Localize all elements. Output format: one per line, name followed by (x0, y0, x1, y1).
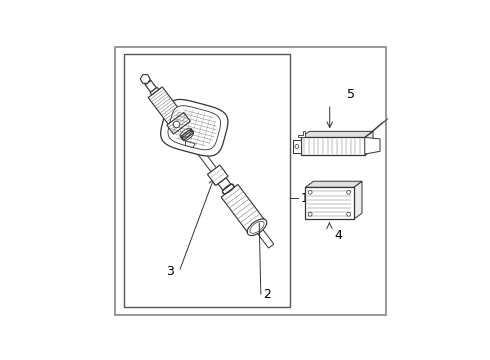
Circle shape (308, 212, 312, 216)
Text: 3: 3 (166, 265, 173, 278)
Circle shape (173, 121, 180, 128)
Polygon shape (150, 87, 159, 95)
Polygon shape (186, 141, 195, 148)
Circle shape (347, 212, 351, 216)
Polygon shape (365, 131, 373, 156)
Text: 4: 4 (335, 229, 343, 242)
Polygon shape (177, 124, 191, 136)
Bar (123, 54, 290, 307)
Polygon shape (305, 181, 362, 187)
Circle shape (347, 190, 351, 194)
Circle shape (295, 144, 299, 148)
Circle shape (308, 190, 312, 194)
Polygon shape (168, 106, 220, 150)
Polygon shape (181, 129, 192, 139)
Polygon shape (161, 99, 228, 156)
Polygon shape (221, 184, 266, 234)
Polygon shape (218, 178, 231, 190)
Polygon shape (207, 165, 228, 185)
Polygon shape (140, 75, 150, 83)
Polygon shape (354, 181, 362, 219)
Polygon shape (301, 131, 373, 138)
Polygon shape (182, 131, 194, 140)
Polygon shape (222, 184, 234, 194)
Polygon shape (167, 112, 190, 134)
Polygon shape (301, 138, 365, 156)
Polygon shape (305, 187, 354, 219)
Polygon shape (145, 81, 156, 92)
Polygon shape (293, 140, 301, 153)
Polygon shape (148, 87, 182, 124)
Text: 1: 1 (300, 192, 308, 205)
Ellipse shape (247, 219, 267, 235)
Polygon shape (142, 76, 274, 248)
Text: 5: 5 (347, 89, 355, 102)
Polygon shape (365, 118, 389, 138)
Polygon shape (298, 131, 305, 138)
Polygon shape (365, 138, 380, 154)
Text: 2: 2 (264, 288, 271, 301)
